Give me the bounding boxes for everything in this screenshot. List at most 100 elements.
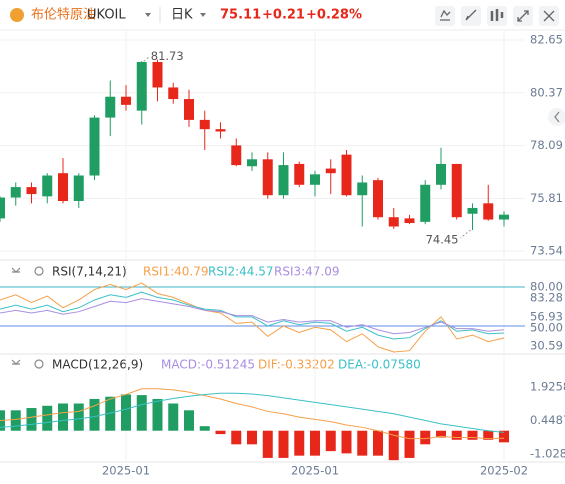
candle-body (121, 96, 131, 105)
settings-icon[interactable] (34, 359, 44, 369)
symbol-icon (10, 8, 24, 22)
macd-bar (199, 426, 210, 431)
draw-button[interactable] (461, 6, 481, 26)
candle-body (152, 61, 163, 88)
indicator-line (0, 392, 505, 433)
macd-bar (404, 430, 415, 458)
candle-body (168, 87, 179, 100)
candle-body (499, 214, 509, 220)
candle-body (467, 207, 478, 214)
candle-body (0, 197, 5, 219)
macd-bar (278, 430, 289, 458)
macd-bar (215, 430, 226, 435)
fullscreen-icon (517, 10, 529, 22)
macd-bar (247, 430, 257, 445)
y-tick-label: 80.00 (530, 279, 563, 293)
candle-body (483, 203, 494, 220)
candle-body (73, 175, 84, 201)
indicator-line (0, 291, 505, 340)
close-icon (543, 10, 555, 22)
indicator-button[interactable] (435, 6, 455, 26)
x-tick-label: 2025-01 (102, 464, 150, 478)
style-icon (490, 9, 504, 21)
macd-bar (357, 430, 368, 456)
macd-bar (467, 430, 478, 440)
y-tick-label: 50.00 (530, 320, 563, 334)
candle-body (388, 217, 399, 227)
y-tick-label: 0.44876 (530, 413, 565, 427)
candle-body (184, 99, 194, 120)
macd-bar (184, 410, 194, 431)
y-tick-label: 30.59 (530, 339, 563, 353)
price-change: +0.21 (262, 8, 305, 23)
symbol[interactable]: UKOIL (87, 8, 126, 23)
macd-bar (388, 430, 399, 461)
macd-bar (121, 394, 131, 431)
y-tick-label: 78.09 (530, 138, 563, 152)
period[interactable]: 日K (171, 8, 193, 23)
candle-body (436, 163, 446, 185)
rsi-title: RSI(7,14,21) (52, 265, 127, 279)
legend-entry: MACD:-0.51245 (161, 358, 255, 372)
y-tick-label: 56.93 (530, 309, 563, 323)
collapse-icon (554, 111, 560, 123)
candle-body (215, 129, 226, 132)
macd-bar (310, 430, 320, 456)
candle-body (247, 159, 257, 167)
candle-body (451, 163, 462, 218)
candle-body (310, 174, 320, 185)
settings-icon[interactable] (34, 266, 44, 276)
legend-entry: DIF:-0.33202 (258, 358, 335, 372)
hide-icon[interactable] (11, 267, 21, 273)
period-dropdown[interactable] (200, 13, 206, 17)
candle-body (262, 159, 273, 196)
candle-body (373, 180, 383, 218)
macd-bar (373, 430, 383, 456)
candle-body (89, 117, 100, 176)
draw-icon (465, 9, 477, 21)
candle-body (231, 145, 242, 166)
legend-entry: DEA:-0.07580 (338, 358, 421, 372)
y-tick-label: 80.37 (530, 85, 563, 99)
macd-bar (105, 396, 116, 431)
collapse-button[interactable] (548, 108, 565, 126)
indicator-line (0, 298, 505, 335)
macd-bar (42, 405, 53, 431)
macd-bar (325, 430, 336, 452)
y-tick-label: 73.54 (530, 244, 563, 258)
macd-bar (58, 403, 68, 431)
symbol-dropdown[interactable] (145, 13, 151, 17)
candle-body (105, 96, 116, 118)
candle-body (404, 218, 415, 224)
instrument-name: 布伦特原油 (31, 8, 96, 23)
macd-bar (451, 430, 462, 440)
macd-bar (483, 430, 494, 440)
candle-body (278, 165, 289, 196)
candle-body (294, 163, 305, 185)
macd-bar (499, 430, 509, 443)
annotation: 81.73 (151, 49, 184, 63)
macd-bar (294, 430, 305, 456)
annotation: 74.45 (426, 232, 459, 246)
macd-bar (436, 430, 446, 438)
macd-bar (152, 398, 163, 431)
annotation-leader (143, 55, 151, 62)
candle-body (420, 184, 431, 222)
y-tick-label: 75.81 (530, 191, 563, 205)
indicator-line (0, 388, 505, 440)
macd-bar (341, 430, 352, 454)
macd-bar (136, 395, 147, 431)
candle-body (136, 61, 147, 111)
candle-body (325, 168, 336, 174)
legend-entry: RSI3:47.09 (274, 265, 340, 279)
hide-icon[interactable] (11, 359, 21, 365)
y-tick-label: -1.02834 (530, 447, 565, 461)
candle-body (357, 182, 368, 196)
candle-body (58, 173, 68, 201)
candle-body (42, 175, 53, 197)
candle-body (26, 187, 37, 195)
macd-bar (231, 430, 242, 445)
y-tick-label: 83.28 (530, 290, 563, 304)
macd-bar (420, 430, 431, 445)
legend-entry: RSI1:40.79 (143, 265, 209, 279)
